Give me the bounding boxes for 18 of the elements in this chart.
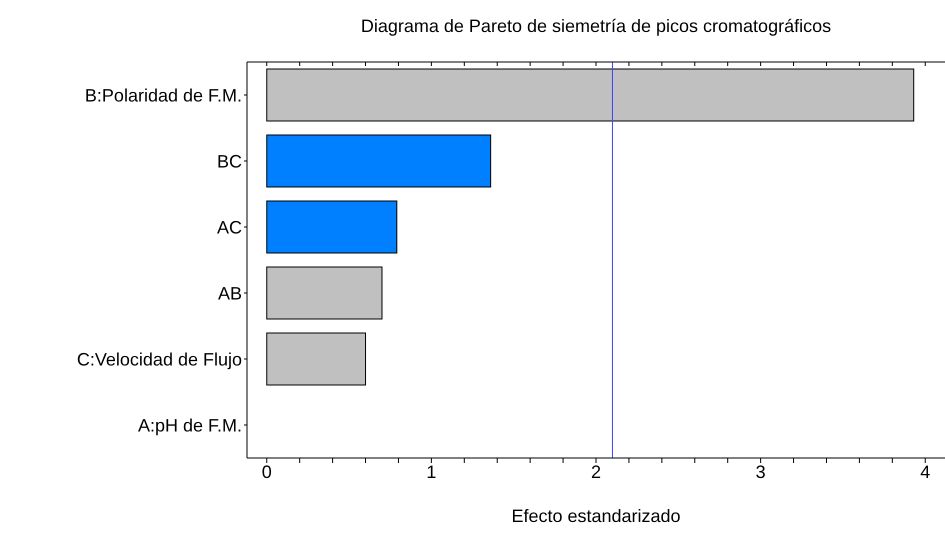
chart-title: Diagrama de Pareto de siemetría de picos cromatográficos xyxy=(360,16,832,37)
y-tick-label: B:Polaridad de F.M. xyxy=(84,85,242,106)
bar xyxy=(266,200,398,254)
x-tick-label: 4 xyxy=(920,462,930,482)
y-tick-label: AC xyxy=(216,217,242,238)
x-axis-title: Efecto estandarizado xyxy=(511,506,681,526)
x-tick-label: 1 xyxy=(426,462,436,482)
x-tick-label: 0 xyxy=(262,462,272,482)
bar xyxy=(266,134,492,188)
y-tick-label: A:pH de F.M. xyxy=(138,415,242,436)
y-tick-label: BC xyxy=(216,151,242,172)
x-tick-label: 3 xyxy=(756,462,766,482)
y-tick-label: AB xyxy=(218,283,242,304)
bar xyxy=(266,68,914,122)
bar xyxy=(266,266,382,320)
x-tick-label: 2 xyxy=(590,462,602,482)
bar xyxy=(266,332,366,386)
y-tick-label: C:Velocidad de Flujo xyxy=(76,349,242,370)
